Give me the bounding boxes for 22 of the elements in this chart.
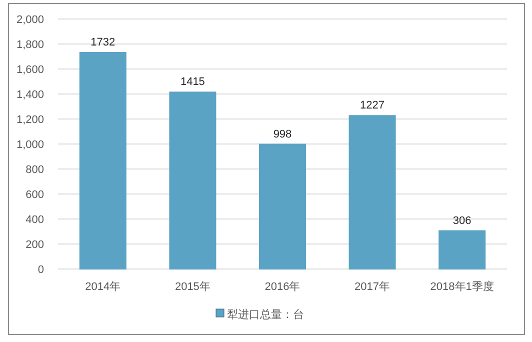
x-tick-label: 2014年: [85, 281, 121, 293]
data-label: 306: [452, 214, 472, 227]
x-tick-label: 2016年: [264, 281, 300, 293]
x-tick-label: 2017年: [354, 281, 390, 293]
y-tick-label: 0: [38, 264, 44, 276]
y-tick-label: 2,000: [16, 14, 44, 26]
y-tick-label: 200: [26, 239, 44, 251]
y-tick-label: 1,600: [16, 64, 44, 76]
data-label: 1732: [90, 36, 116, 48]
x-tick-label: 2015年: [174, 281, 210, 293]
y-tick-label: 1,000: [16, 139, 44, 151]
y-tick-label: 1,400: [16, 89, 44, 101]
y-tick-label: 600: [26, 189, 44, 201]
x-tick-label: 2018年1季度: [430, 280, 494, 293]
y-tick-label: 1,800: [16, 39, 44, 51]
y-tick-label: 1,200: [16, 114, 44, 126]
data-label: 1415: [180, 76, 205, 88]
y-tick-label: 400: [26, 214, 44, 226]
data-label: 998: [273, 128, 292, 140]
y-tick-label: 800: [26, 164, 44, 176]
data-label: 1227: [360, 100, 385, 112]
legend-label: 犁进口总量：台: [227, 308, 304, 321]
